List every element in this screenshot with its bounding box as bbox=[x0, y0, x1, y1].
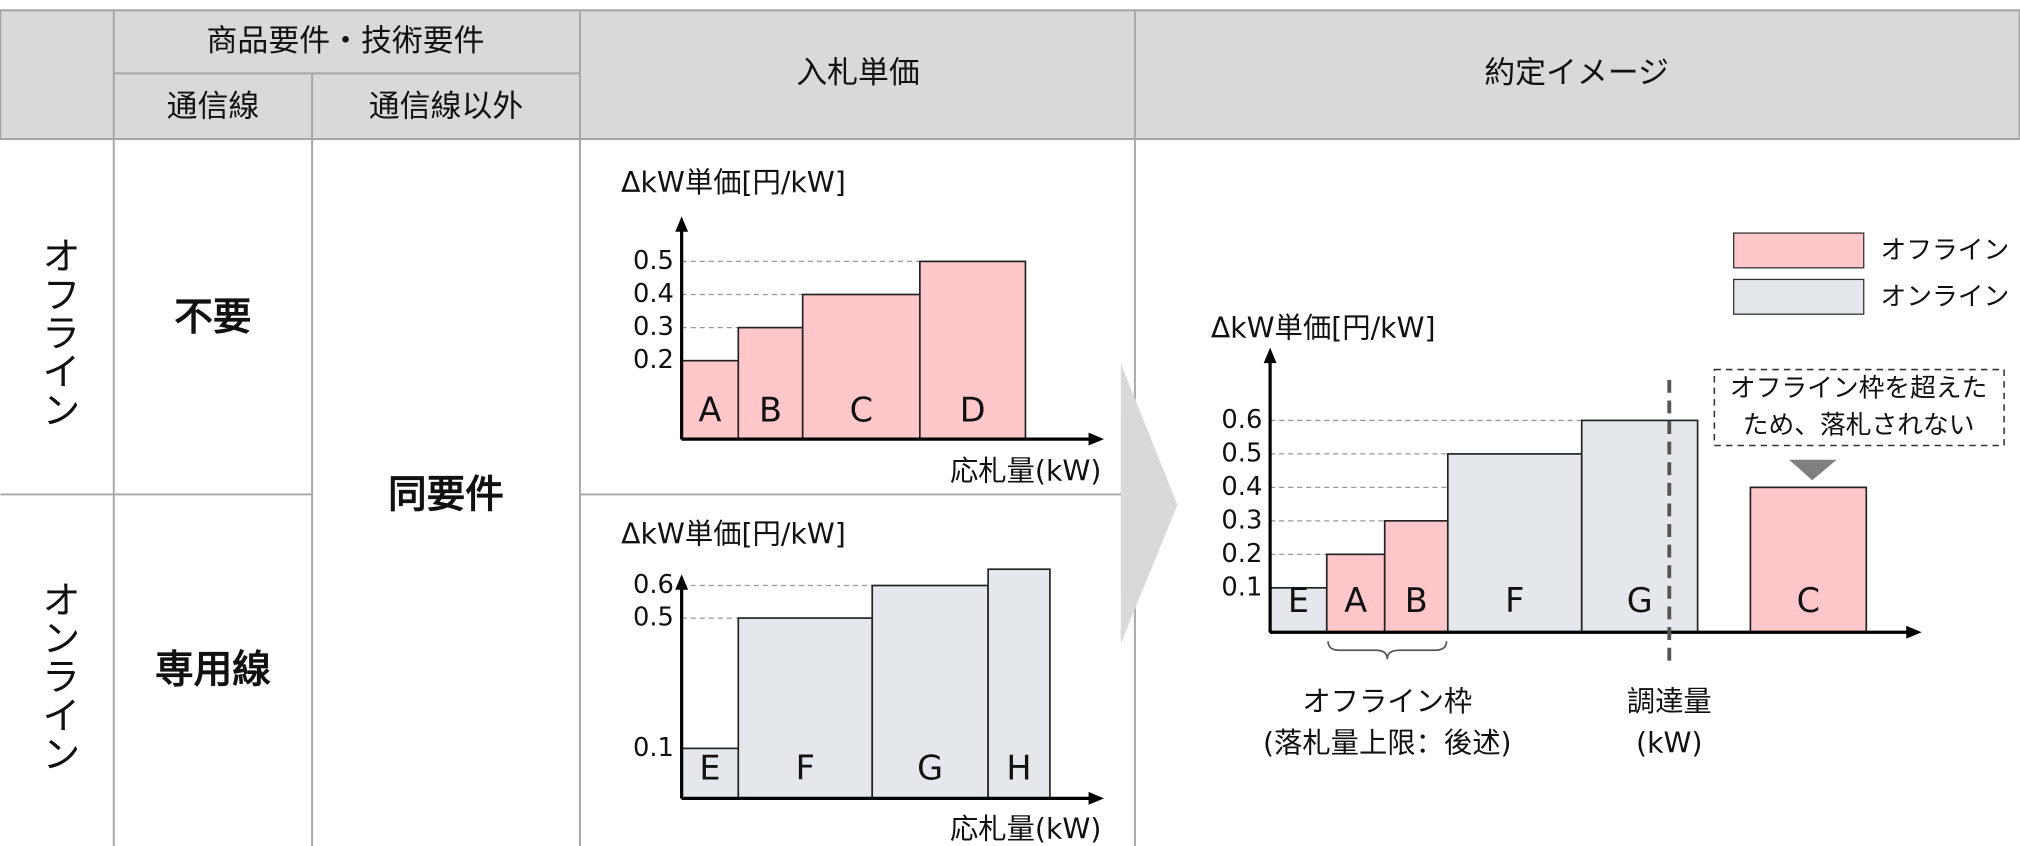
frame-label: (落札量上限：後述) bbox=[1263, 726, 1512, 759]
bar-label: F bbox=[796, 749, 815, 788]
x-axis-label: 応札量(kW) bbox=[950, 455, 1101, 488]
y-tick-label: 0.4 bbox=[633, 279, 674, 309]
y-axis-arrow bbox=[675, 574, 689, 590]
y-tick-label: 0.4 bbox=[1221, 472, 1262, 502]
procure-label: (kW) bbox=[1636, 726, 1702, 759]
y-axis-arrow bbox=[675, 216, 689, 232]
legend-swatch bbox=[1733, 278, 1865, 315]
bar bbox=[919, 260, 1027, 440]
cell: 専用線 bbox=[155, 648, 271, 693]
frame-label: オフライン枠 bbox=[1302, 685, 1472, 718]
y-tick-label: 0.5 bbox=[1221, 438, 1262, 468]
frame-brace bbox=[1327, 641, 1448, 660]
header-bid: 入札単価 bbox=[796, 55, 920, 91]
y-tick-label: 0.2 bbox=[633, 345, 674, 375]
bar-label: E bbox=[1288, 581, 1309, 620]
table-frame bbox=[0, 9, 2020, 846]
cell: 不要 bbox=[174, 295, 251, 340]
header-col2: 通信線以外 bbox=[369, 89, 523, 125]
bar bbox=[1580, 419, 1699, 634]
header-group: 商品要件・技術要件 bbox=[207, 23, 485, 59]
bar-label: D bbox=[960, 391, 986, 430]
procure-label: 調達量 bbox=[1627, 685, 1712, 718]
y-tick-label: 0.3 bbox=[1221, 505, 1262, 535]
bar-label: C bbox=[850, 391, 873, 430]
legend-label: オフライン bbox=[1880, 236, 2009, 266]
y-tick-label: 0.5 bbox=[633, 603, 674, 633]
x-axis-label: 応札量(kW) bbox=[950, 813, 1101, 846]
bar bbox=[680, 747, 740, 800]
bar-label: G bbox=[917, 749, 943, 788]
bar-label: B bbox=[759, 391, 782, 430]
header-bg bbox=[0, 9, 2020, 141]
bar bbox=[871, 584, 989, 800]
y-tick-label: 0.2 bbox=[1221, 539, 1262, 569]
y-axis-label: ΔkW単価[円/kW] bbox=[621, 166, 846, 199]
y-tick-label: 0.5 bbox=[633, 246, 674, 276]
y-axis-label: ΔkW単価[円/kW] bbox=[621, 518, 846, 551]
header-result: 約定イメージ bbox=[1484, 55, 1669, 91]
header-col1: 通信線 bbox=[167, 89, 260, 125]
row-label: オフライン bbox=[35, 236, 80, 429]
legend-swatch bbox=[1733, 232, 1865, 269]
row-label: オンライン bbox=[35, 579, 80, 772]
bar-label: F bbox=[1505, 581, 1524, 620]
y-tick-label: 0.3 bbox=[633, 312, 674, 342]
x-axis-arrow bbox=[1088, 432, 1104, 446]
legend-label: オンライン bbox=[1880, 282, 2009, 312]
note: オフライン枠を超えた bbox=[1730, 373, 1987, 403]
x-axis-arrow bbox=[1088, 791, 1104, 805]
bar-label: A bbox=[699, 391, 722, 430]
bar-label: H bbox=[1006, 749, 1031, 788]
bar-label: G bbox=[1627, 581, 1653, 620]
y-axis-arrow bbox=[1263, 347, 1277, 364]
x-axis-arrow bbox=[1906, 625, 1922, 639]
y-tick-label: 0.1 bbox=[633, 733, 674, 763]
y-tick-label: 0.6 bbox=[1221, 405, 1262, 435]
note: ため、落札されない bbox=[1743, 411, 1975, 441]
bar bbox=[987, 568, 1051, 800]
bar bbox=[1749, 486, 1868, 634]
note-pointer bbox=[1789, 459, 1837, 481]
bar-label: A bbox=[1344, 581, 1367, 620]
y-tick-label: 0.1 bbox=[1221, 572, 1262, 602]
flow-arrow bbox=[1120, 363, 1178, 644]
cell: 同要件 bbox=[388, 473, 504, 518]
bar-label: E bbox=[699, 749, 720, 788]
bar-label: C bbox=[1797, 581, 1820, 620]
bar-label: B bbox=[1405, 581, 1428, 620]
note-box bbox=[1713, 368, 2005, 447]
y-tick-label: 0.6 bbox=[633, 570, 674, 600]
charts: ΔkW単価[円/kW]応札量(kW)0.20.30.40.5A B C DΔkW単価[… bbox=[621, 166, 2009, 845]
y-axis-label: ΔkW単価[円/kW] bbox=[1211, 312, 1436, 345]
